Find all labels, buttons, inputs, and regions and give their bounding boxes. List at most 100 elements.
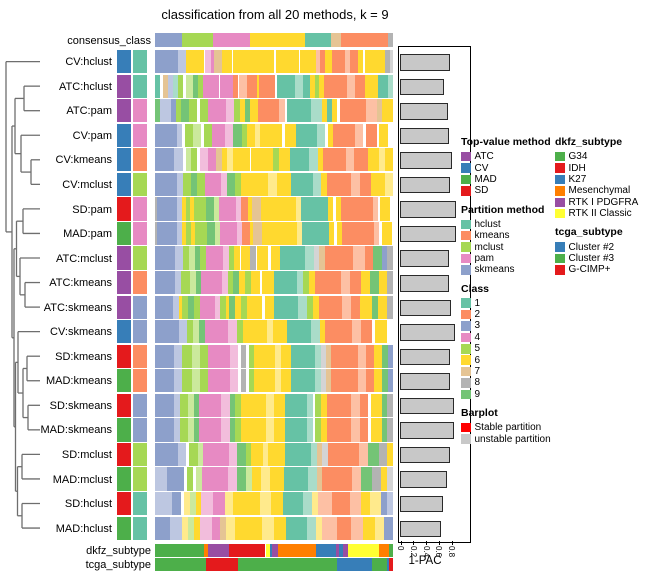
heatmap-cell [228,467,238,491]
heatmap-cell [315,344,321,368]
heatmap-cell [240,246,242,270]
legend-group: Barplot Stable partition unstable partitio… [461,407,551,445]
heatmap-cell [351,516,364,540]
heatmap-cell [372,295,379,319]
heatmap-cell [370,393,382,417]
top-value-method-cell [117,344,131,368]
heatmap-cell [367,442,379,467]
bottom-annotation-label: dkfz_subtype [86,544,151,557]
heatmap-cell [295,123,318,147]
heatmap-cell [342,295,352,319]
row-label: MAD:hclust [55,522,112,535]
heatmap-cell [221,393,230,417]
heatmap-cell [300,50,316,74]
heatmap-cell [324,50,333,74]
heatmap-cell [257,246,269,270]
legend-item: RTK I PDGFRA [555,197,638,208]
heatmap-cell [193,320,200,344]
legend-group: Top-value method ATC CV MAD SD [461,136,551,197]
consensus-class-segment [341,33,389,47]
heatmap-cell [226,99,235,123]
partition-method-cell [132,369,147,393]
heatmap-cell [175,271,182,295]
heatmap-cell [253,369,276,393]
heatmap-cell [290,172,313,197]
heatmap-cell [184,491,190,516]
heatmap-cell [245,271,251,295]
legend-item: Cluster #3 [555,253,638,264]
legend-swatch [461,309,471,320]
heatmap-cell [331,344,359,368]
heatmap-cell [347,74,355,98]
heatmap-cell [213,491,225,516]
row-label: MAD:mclust [52,473,112,486]
legend-swatch [461,242,471,252]
heatmap-cell [211,50,214,74]
heatmap-cell [321,393,327,417]
heatmap-cell [378,271,388,295]
dkfz_subtype-segment [388,543,393,557]
heatmap-cell [200,246,207,270]
heatmap-cell [221,50,232,74]
heatmap-cell [357,50,364,74]
legend-swatch [461,332,471,343]
heatmap-cell [360,467,373,491]
heatmap-cell [185,50,204,74]
consensus-class-segment [331,33,342,47]
heatmap-cell [295,197,301,221]
heatmap-cell [351,418,360,442]
heatmap-cell [193,74,199,98]
heatmap-cell [326,369,332,393]
heatmap-cell [172,74,178,98]
heatmap-cell [320,344,327,368]
pac-bar [400,152,452,169]
heatmap-cell [260,197,296,221]
heatmap-cell [326,99,333,123]
bottom-annotation-row [155,543,393,557]
heatmap-cell [235,197,241,221]
heatmap-cell [155,393,175,417]
dkfz_subtype-segment [266,543,270,557]
heatmap-cell [365,123,377,147]
legend-label: MAD [474,173,497,185]
heatmap-cell [160,74,163,98]
heatmap-cell [295,74,303,98]
heatmap-cell [349,271,362,295]
heatmap-cell [262,295,266,319]
row-label: ATC:hclust [59,80,112,93]
heatmap-cell [372,197,378,221]
heatmap-cell [369,491,382,516]
heatmap-cell [321,99,327,123]
dkfz_subtype-segment [272,543,278,557]
legend-item: Stable partition [461,422,551,433]
heatmap-cell [262,442,269,467]
legend-swatch [555,242,565,252]
heatmap-row [155,442,393,467]
legend-item: 8 [461,377,551,388]
heatmap-cell [182,123,185,147]
pac-bar [400,54,450,71]
heatmap-cell [333,197,336,221]
heatmap-cell [199,320,205,344]
heatmap-cell [178,295,182,319]
heatmap-cell [198,74,204,98]
heatmap-cell [377,99,383,123]
legend-item: 9 [461,389,551,400]
heatmap-cell [272,320,288,344]
legend-title: tcga_subtype [555,226,623,239]
heatmap-cell [219,221,238,246]
legend-swatch [555,174,565,185]
top-value-method-cell [117,516,131,540]
heatmap-cell [188,418,194,442]
heatmap-cell [242,221,250,246]
heatmap-cell [237,442,246,467]
heatmap-cell [182,221,187,246]
heatmap-cell [191,148,197,172]
heatmap-cell [199,99,208,123]
heatmap-cell [325,320,352,344]
heatmap-cell [240,344,246,368]
heatmap-cell [328,123,334,147]
partition-method-cell [132,99,147,123]
heatmap-cell [353,246,365,270]
heatmap-cell [173,369,182,393]
